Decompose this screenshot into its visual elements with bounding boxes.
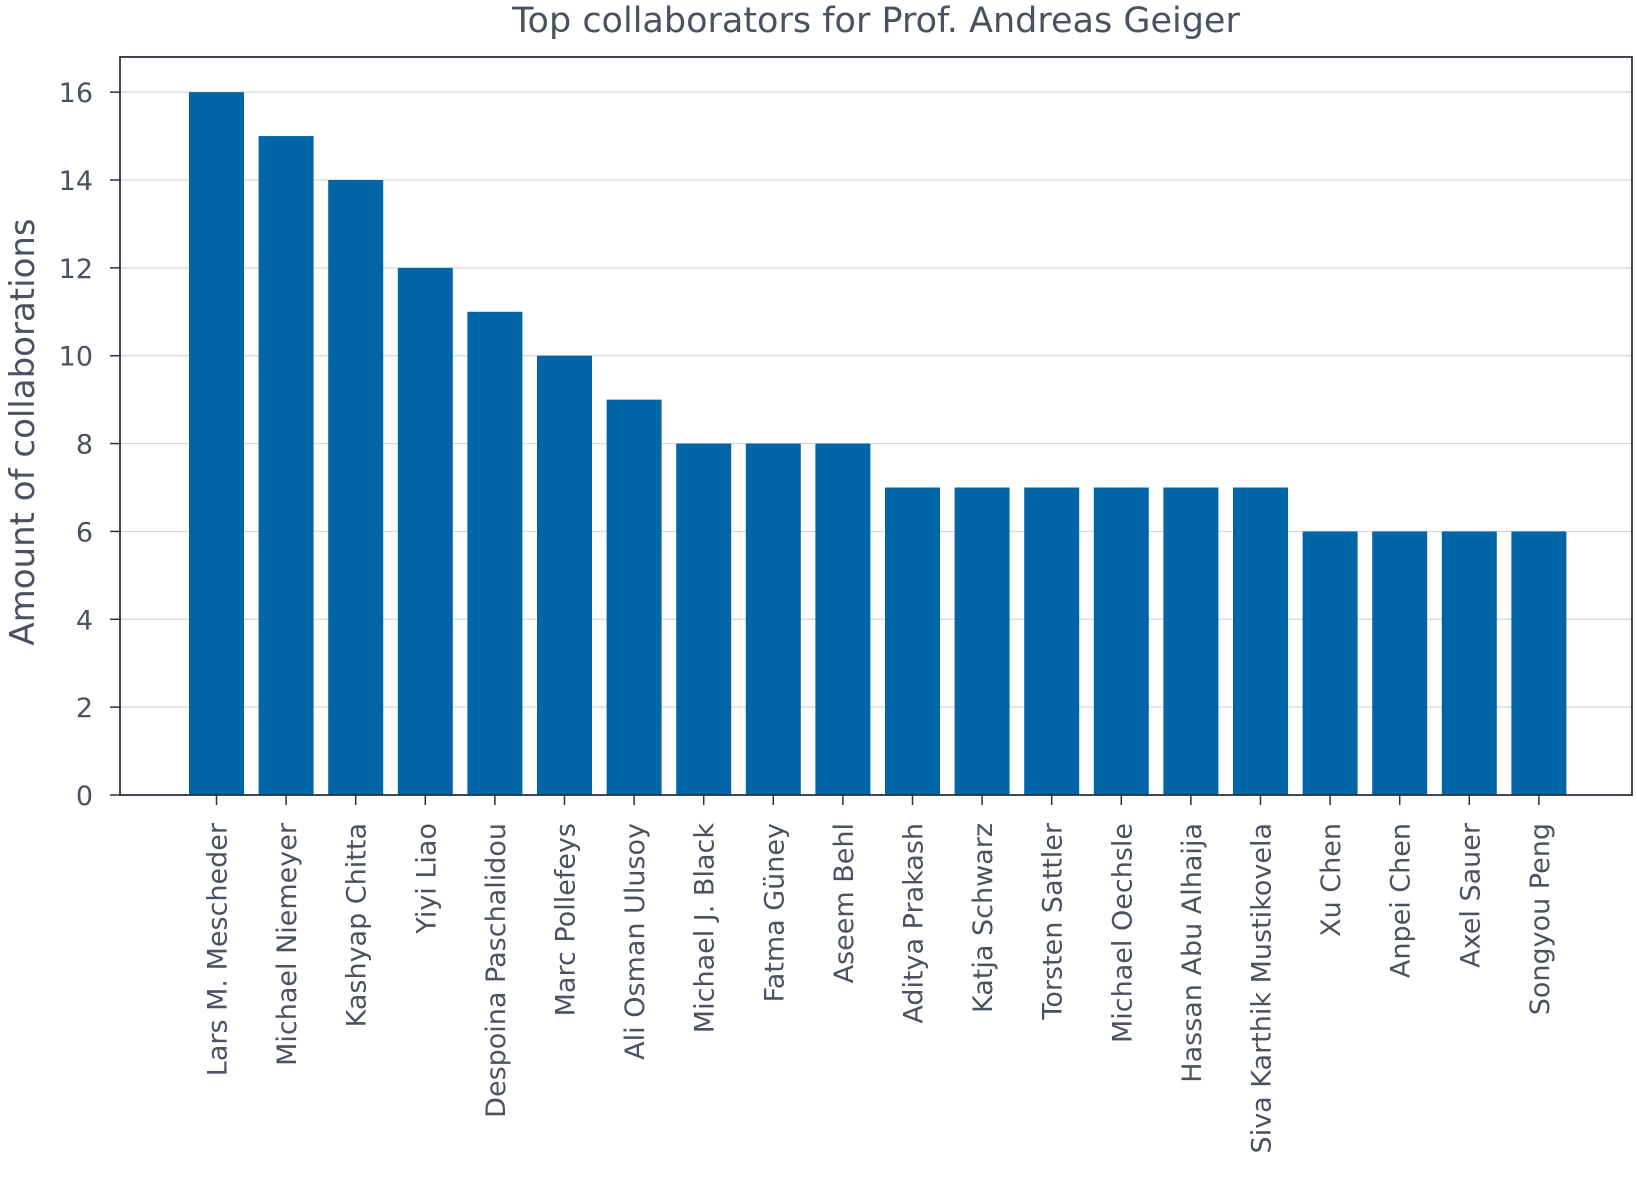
- bar: [606, 399, 662, 795]
- bar: [1302, 531, 1358, 795]
- bar: [745, 443, 801, 795]
- x-tick-label: Ali Osman Ulusoy: [620, 823, 651, 1060]
- bar: [1233, 487, 1288, 795]
- y-tick-label: 8: [76, 430, 93, 461]
- bar: [885, 487, 940, 795]
- bar: [676, 443, 732, 795]
- x-tick-label: Hassan Abu Alhaija: [1177, 823, 1208, 1083]
- x-tick-label: Despoina Paschalidou: [481, 823, 512, 1118]
- bar: [1093, 487, 1149, 795]
- bar: [258, 136, 314, 796]
- bars: [189, 92, 1567, 796]
- bar: [189, 92, 244, 795]
- bar: [537, 355, 592, 795]
- y-tick-label: 10: [59, 342, 93, 373]
- bar: [397, 267, 453, 795]
- x-tick-label: Michael Niemeyer: [272, 822, 303, 1066]
- bar: [954, 487, 1010, 795]
- bar: [1441, 531, 1497, 795]
- x-tick-label: Lars M. Mescheder: [203, 822, 234, 1076]
- y-tick-label: 14: [59, 166, 93, 197]
- x-tick-label: Aditya Prakash: [899, 823, 930, 1024]
- bar: [467, 311, 523, 795]
- x-tick-label: Torsten Sattler: [1038, 822, 1069, 1020]
- x-tick-label: Aseem Behl: [829, 823, 860, 983]
- x-tick-label: Siva Karthik Mustikovela: [1247, 823, 1278, 1153]
- y-tick-label: 12: [59, 254, 93, 285]
- x-tick-label: Xu Chen: [1316, 823, 1347, 937]
- x-axis-ticks: Lars M. Mescheder Michael Niemeyer Kashyap…: [203, 795, 1556, 1153]
- y-axis-ticks: 0 2 4 6 8 10 12 14 16: [59, 78, 120, 812]
- x-tick-label: Kashyap Chitta: [342, 823, 373, 1027]
- chart-title: Top collaborators for Prof. Andreas Geig…: [511, 1, 1240, 41]
- bar: [1163, 487, 1219, 795]
- x-tick-label: Fatma Güney: [759, 823, 790, 1002]
- x-tick-label: Yiyi Liao: [411, 823, 442, 935]
- y-tick-label: 0: [76, 781, 93, 812]
- y-axis-label: Amount of collaborations: [3, 218, 43, 645]
- bar: [1511, 531, 1567, 795]
- x-tick-label: Michael Oechsle: [1107, 823, 1138, 1043]
- axes: [119, 56, 1633, 796]
- bar: [1372, 531, 1428, 795]
- y-tick-label: 2: [76, 693, 93, 724]
- y-tick-label: 16: [59, 78, 93, 109]
- x-tick-label: Michael J. Black: [690, 823, 721, 1034]
- y-tick-label: 6: [76, 517, 93, 548]
- y-tick-label: 4: [76, 605, 93, 636]
- x-tick-label: Anpei Chen: [1386, 823, 1417, 978]
- x-tick-label: Axel Sauer: [1455, 822, 1486, 968]
- plot-frame: [119, 56, 1633, 796]
- bar: [1024, 487, 1080, 795]
- bar: [815, 443, 871, 795]
- x-tick-label: Songyou Peng: [1525, 823, 1556, 1015]
- x-tick-label: Katja Schwarz: [968, 823, 999, 1013]
- bar: [328, 180, 384, 795]
- x-tick-label: Marc Pollefeys: [551, 823, 582, 1016]
